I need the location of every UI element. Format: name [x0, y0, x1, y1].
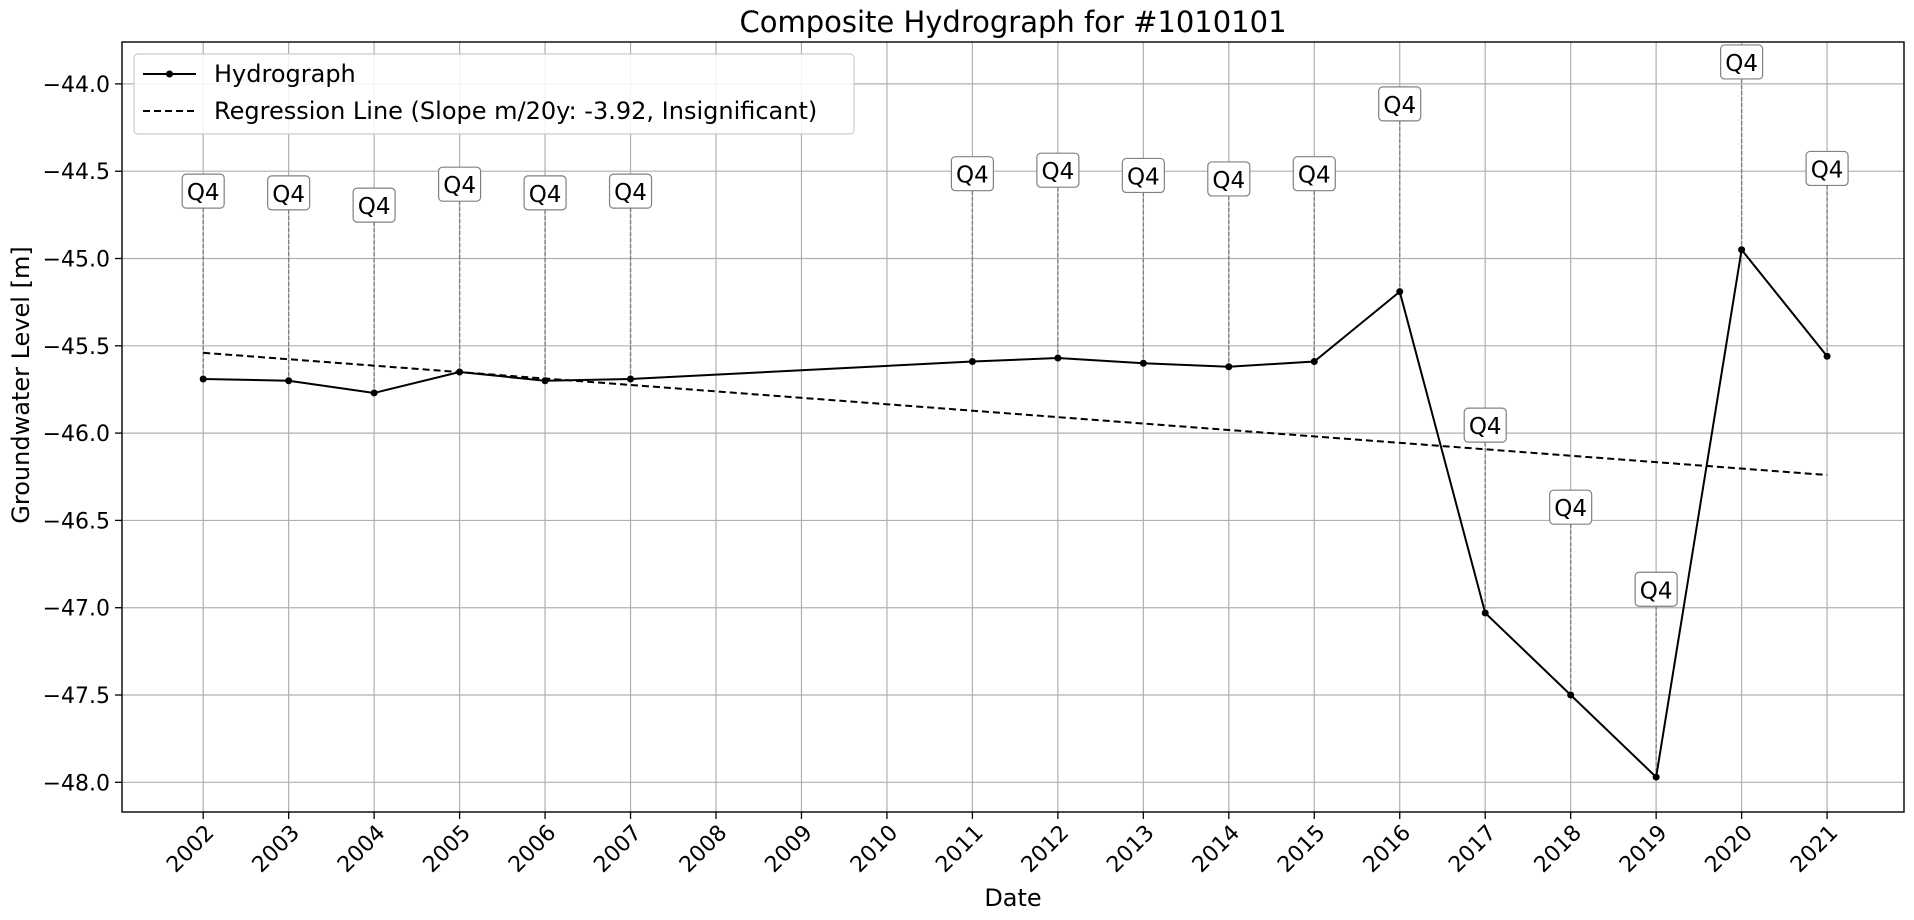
annotation-label: Q4 — [358, 194, 391, 220]
hydrograph-point — [1823, 352, 1831, 360]
annotation-box — [1121, 157, 1165, 194]
annotation-box — [1805, 150, 1849, 187]
series-layer — [199, 246, 1831, 781]
y-tick-label: −47.5 — [43, 684, 110, 709]
annotation-box — [608, 173, 653, 209]
hydrograph-point — [541, 377, 549, 385]
hydrograph-point — [1738, 246, 1746, 254]
y-tick-label: −46.5 — [43, 509, 110, 534]
annotation-label: Q4 — [1383, 93, 1416, 119]
legend-box — [133, 53, 855, 135]
hydrograph-point — [1567, 691, 1575, 699]
legend-hydrograph-marker — [166, 70, 173, 78]
annotation-label: Q4 — [1640, 578, 1673, 604]
annotation-label: Q4 — [529, 182, 562, 208]
annotation-box — [437, 166, 482, 202]
y-axis-label: Groundwater Level [m] — [7, 246, 35, 523]
annotation-label: Q4 — [956, 163, 989, 189]
annotation-label: Q4 — [1725, 51, 1758, 77]
annotation-label: Q4 — [1212, 168, 1245, 194]
hydrograph-point — [1139, 359, 1147, 367]
hydrograph-point — [1310, 358, 1318, 366]
y-tick-label: −45.5 — [43, 335, 110, 360]
y-tick-label: −44.5 — [43, 160, 110, 185]
hydrograph-point — [285, 377, 293, 385]
hydrograph-point — [199, 375, 207, 383]
plot-frame — [121, 41, 1905, 813]
annotation-label: Q4 — [272, 182, 305, 208]
legend: Hydrograph Regression Line (Slope m/20y:… — [133, 53, 855, 135]
annotation-box — [1720, 44, 1764, 80]
y-tick-label: −46.0 — [43, 422, 110, 447]
hydrograph-point — [1396, 288, 1404, 296]
annotation-box — [1378, 86, 1422, 122]
legend-regression-label: Regression Line (Slope m/20y: -3.92, Ins… — [214, 97, 817, 125]
annotation-label: Q4 — [614, 180, 647, 206]
hydrograph-point — [370, 389, 378, 397]
annotation-label: Q4 — [443, 173, 476, 199]
annotation-box — [1207, 161, 1251, 197]
annotation-box — [523, 175, 567, 211]
x-axis-label: Date — [984, 884, 1041, 912]
hydrograph-point — [968, 358, 976, 366]
y-tick-label: −44.0 — [43, 73, 110, 98]
annotation-label: Q4 — [1127, 164, 1160, 190]
y-tick-label: −48.0 — [43, 771, 110, 796]
y-tick-label: −47.0 — [43, 597, 110, 622]
hydrograph-point — [456, 368, 464, 376]
annotation-label: Q4 — [1811, 157, 1844, 183]
hydrograph-point — [1481, 609, 1489, 617]
hydrograph-point — [1225, 363, 1233, 371]
annotation-box — [950, 156, 995, 192]
annotation-box — [1036, 152, 1080, 188]
y-axis-ticks: −44.0 −44.5 −45.0 −45.5 −46.0 −46.5 −47.0 −47.5… — [43, 73, 122, 796]
annotation-label: Q4 — [187, 180, 220, 206]
annotation-box — [1292, 156, 1336, 192]
chart-title: Composite Hydrograph for #1010101 — [739, 5, 1286, 39]
annotation-box — [1634, 571, 1678, 607]
annotation-label: Q4 — [1554, 496, 1587, 522]
annotation-box — [352, 187, 396, 223]
hydrograph-point — [1652, 773, 1660, 781]
annotation-label: Q4 — [1298, 163, 1331, 189]
y-tick-label: −45.0 — [43, 248, 110, 273]
annotation-box — [1549, 489, 1593, 525]
annotation-label: Q4 — [1469, 414, 1502, 440]
hydrograph-point — [1054, 354, 1062, 362]
annotation-label: Q4 — [1041, 159, 1074, 185]
regression-line — [203, 351, 1828, 477]
hydrograph-point — [627, 375, 635, 383]
annotation-box — [181, 173, 225, 209]
annotation-box — [267, 175, 311, 211]
legend-hydrograph-label: Hydrograph — [214, 60, 356, 88]
annotation-box — [1463, 407, 1507, 443]
annotation-layer: Q4 Q4 Q4 Q4 Q4 Q4 Q4 Q4 Q4 Q4 Q4 Q4 Q4 Q4 Q4 Q4 Q4 — [181, 44, 1849, 778]
grid-lines — [122, 42, 1904, 812]
